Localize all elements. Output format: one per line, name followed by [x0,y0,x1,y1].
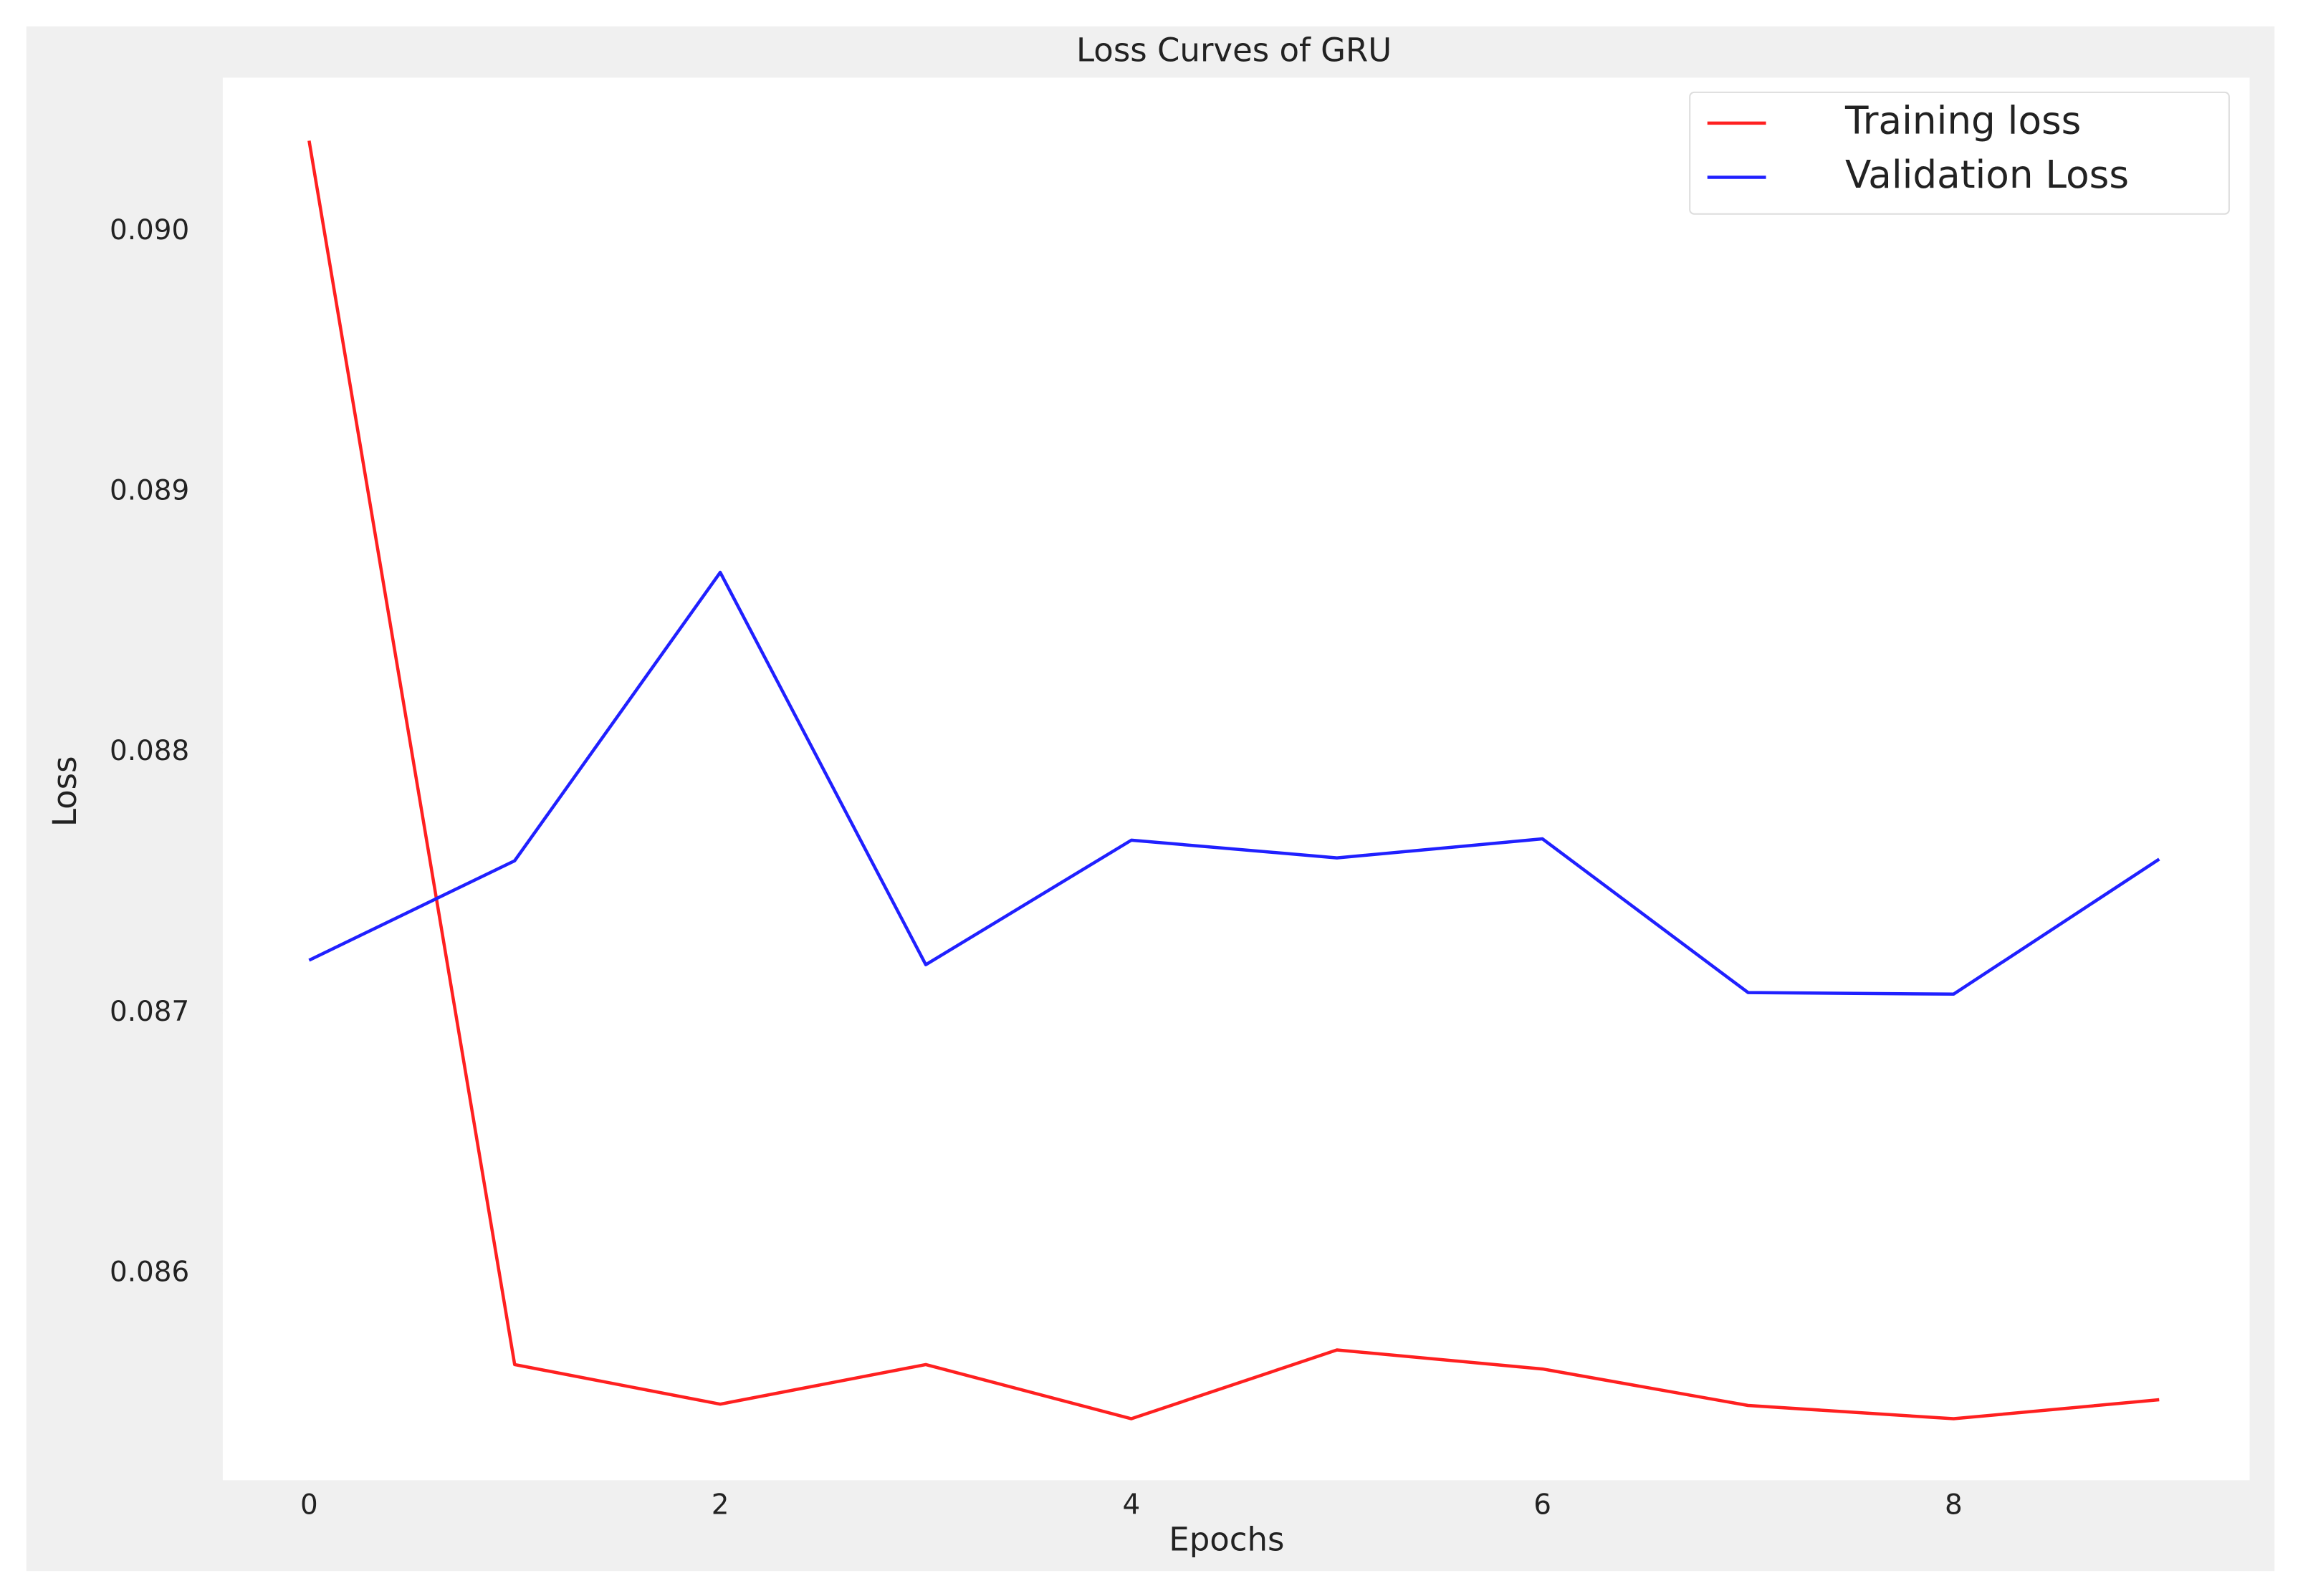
line-series [307,140,2160,1420]
y-tick-label: 0.089 [110,475,189,507]
y-axis-label: Loss [46,756,84,827]
legend: Training loss Validation Loss [1689,91,2230,215]
line-series [308,570,2160,996]
plot-area [222,77,2250,1481]
legend-box [1689,91,2230,215]
y-tick-label: 0.087 [110,996,189,1028]
x-tick-label: 4 [1123,1489,1141,1522]
x-tick-label: 0 [300,1489,318,1522]
legend-label: Training loss [1844,98,2081,143]
x-tick-label: 2 [712,1489,729,1522]
y-tick-label: 0.088 [110,735,189,767]
y-tick-label: 0.086 [110,1256,189,1288]
legend-label: Validation Loss [1845,153,2129,197]
x-tick-label: 6 [1533,1489,1551,1522]
y-tick-label: 0.090 [110,214,189,246]
x-tick-label: 8 [1945,1489,1963,1522]
chart-title: Loss Curves of GRU [1076,32,1392,69]
x-axis-label: Epochs [1169,1520,1284,1558]
